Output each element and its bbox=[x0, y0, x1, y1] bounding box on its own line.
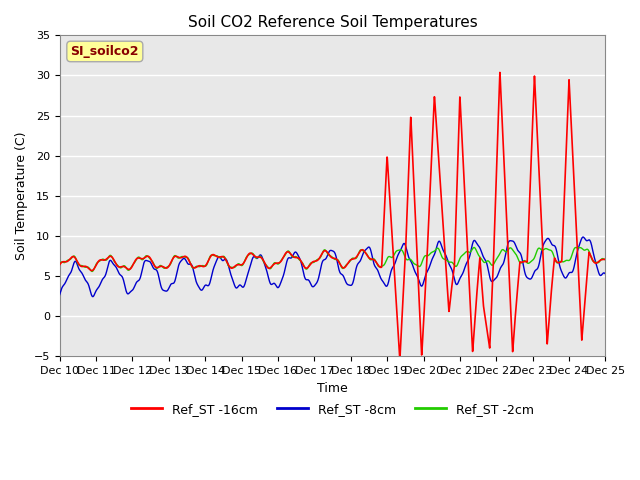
Text: SI_soilco2: SI_soilco2 bbox=[70, 45, 139, 58]
Y-axis label: Soil Temperature (C): Soil Temperature (C) bbox=[15, 132, 28, 260]
Title: Soil CO2 Reference Soil Temperatures: Soil CO2 Reference Soil Temperatures bbox=[188, 15, 477, 30]
Legend: Ref_ST -16cm, Ref_ST -8cm, Ref_ST -2cm: Ref_ST -16cm, Ref_ST -8cm, Ref_ST -2cm bbox=[126, 398, 539, 420]
X-axis label: Time: Time bbox=[317, 382, 348, 395]
